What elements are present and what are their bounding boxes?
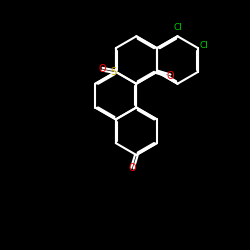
Text: O: O xyxy=(166,71,174,81)
Text: O: O xyxy=(98,64,106,74)
Text: O: O xyxy=(128,163,136,173)
Text: Cl: Cl xyxy=(200,41,209,50)
Text: S: S xyxy=(110,67,116,77)
Text: Cl: Cl xyxy=(173,23,182,32)
